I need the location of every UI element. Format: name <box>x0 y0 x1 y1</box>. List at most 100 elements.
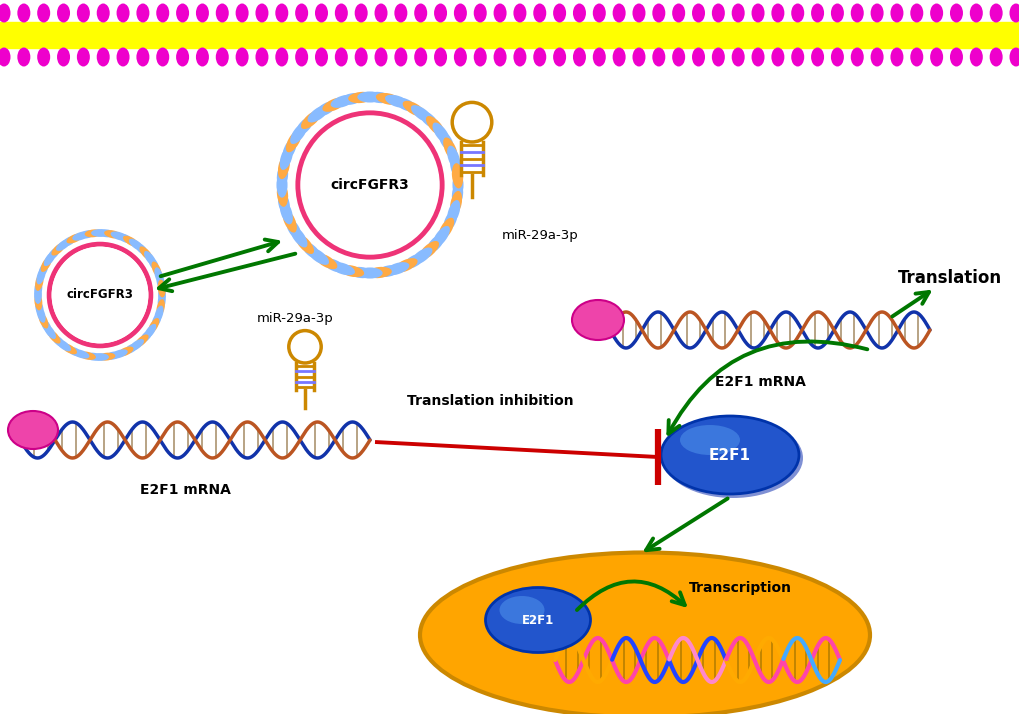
Ellipse shape <box>357 268 382 278</box>
Ellipse shape <box>117 233 133 243</box>
Ellipse shape <box>384 95 409 108</box>
Ellipse shape <box>56 339 71 351</box>
Ellipse shape <box>294 48 308 66</box>
Ellipse shape <box>929 4 943 23</box>
Ellipse shape <box>17 4 31 23</box>
Ellipse shape <box>434 48 446 66</box>
Ellipse shape <box>403 101 425 117</box>
Ellipse shape <box>152 312 162 328</box>
Ellipse shape <box>870 4 882 23</box>
Ellipse shape <box>39 261 49 278</box>
Ellipse shape <box>315 4 328 23</box>
Ellipse shape <box>285 130 302 152</box>
Ellipse shape <box>51 242 65 256</box>
Ellipse shape <box>279 146 292 170</box>
Ellipse shape <box>72 231 90 241</box>
Ellipse shape <box>632 4 645 23</box>
Ellipse shape <box>128 339 144 351</box>
Ellipse shape <box>196 4 209 23</box>
Ellipse shape <box>770 48 784 66</box>
Ellipse shape <box>235 48 249 66</box>
Ellipse shape <box>216 4 228 23</box>
Ellipse shape <box>57 48 70 66</box>
Ellipse shape <box>442 137 458 161</box>
Ellipse shape <box>57 4 70 23</box>
Ellipse shape <box>449 191 462 216</box>
Ellipse shape <box>285 218 302 241</box>
Ellipse shape <box>282 137 297 161</box>
Ellipse shape <box>35 280 43 298</box>
Ellipse shape <box>294 4 308 23</box>
Ellipse shape <box>426 116 444 136</box>
Ellipse shape <box>37 267 46 284</box>
Ellipse shape <box>104 230 121 238</box>
Ellipse shape <box>216 48 228 66</box>
Text: circFGFR3: circFGFR3 <box>330 178 409 192</box>
Ellipse shape <box>91 229 109 237</box>
Ellipse shape <box>289 226 307 248</box>
Ellipse shape <box>612 4 625 23</box>
Ellipse shape <box>85 229 102 237</box>
Ellipse shape <box>791 4 803 23</box>
Ellipse shape <box>691 48 704 66</box>
Ellipse shape <box>339 93 364 105</box>
Ellipse shape <box>334 4 347 23</box>
Text: Translation inhibition: Translation inhibition <box>407 394 573 408</box>
Ellipse shape <box>140 246 153 261</box>
Ellipse shape <box>770 4 784 23</box>
Ellipse shape <box>123 236 139 247</box>
Text: miR-29a-3p: miR-29a-3p <box>257 312 333 325</box>
Text: circFGFR3: circFGFR3 <box>66 288 133 301</box>
Ellipse shape <box>652 48 664 66</box>
Ellipse shape <box>909 4 922 23</box>
Ellipse shape <box>61 343 76 354</box>
Ellipse shape <box>322 258 345 273</box>
Ellipse shape <box>890 4 903 23</box>
Ellipse shape <box>731 4 744 23</box>
Ellipse shape <box>276 181 288 207</box>
Ellipse shape <box>890 48 903 66</box>
Ellipse shape <box>988 4 1002 23</box>
Ellipse shape <box>41 256 52 272</box>
Ellipse shape <box>949 48 962 66</box>
Ellipse shape <box>135 334 149 348</box>
Ellipse shape <box>156 273 165 291</box>
Ellipse shape <box>672 4 685 23</box>
Ellipse shape <box>35 273 44 291</box>
Ellipse shape <box>552 4 566 23</box>
Ellipse shape <box>37 4 50 23</box>
Ellipse shape <box>573 48 585 66</box>
Ellipse shape <box>393 258 417 273</box>
Ellipse shape <box>116 4 129 23</box>
Ellipse shape <box>394 48 407 66</box>
Ellipse shape <box>104 351 121 360</box>
Text: Translation: Translation <box>897 269 1001 287</box>
Ellipse shape <box>411 248 432 265</box>
Ellipse shape <box>154 267 163 284</box>
Ellipse shape <box>420 553 869 714</box>
Ellipse shape <box>374 4 387 23</box>
Ellipse shape <box>493 48 506 66</box>
Ellipse shape <box>969 48 982 66</box>
Ellipse shape <box>453 4 467 23</box>
Ellipse shape <box>357 91 382 103</box>
Ellipse shape <box>154 306 163 323</box>
Ellipse shape <box>152 261 162 278</box>
Ellipse shape <box>158 293 165 311</box>
Ellipse shape <box>473 48 486 66</box>
Ellipse shape <box>61 236 76 247</box>
Ellipse shape <box>493 4 506 23</box>
Text: E2F1: E2F1 <box>522 613 553 626</box>
Ellipse shape <box>355 4 367 23</box>
Ellipse shape <box>791 48 803 66</box>
Ellipse shape <box>909 48 922 66</box>
Ellipse shape <box>949 4 962 23</box>
Ellipse shape <box>969 4 982 23</box>
Ellipse shape <box>513 4 526 23</box>
Ellipse shape <box>662 418 802 498</box>
Ellipse shape <box>307 248 329 265</box>
Ellipse shape <box>56 238 71 251</box>
Ellipse shape <box>98 353 115 361</box>
Ellipse shape <box>66 346 83 357</box>
Ellipse shape <box>499 596 544 624</box>
